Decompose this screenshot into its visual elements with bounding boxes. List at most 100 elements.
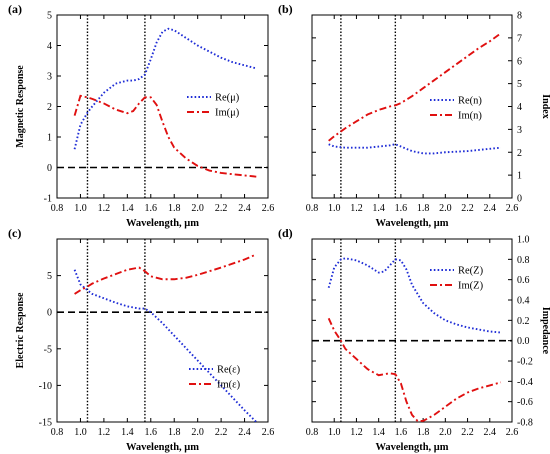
y-tick-label: 4 [47,41,52,52]
legend-label: Re(ε) [217,365,241,376]
plot-area [312,239,512,422]
y-tick-label: -0.6 [517,397,533,408]
x-tick-label: 1.4 [121,203,134,214]
y-axis-label: Electric Response [15,292,26,368]
x-tick-label: 2.6 [506,203,519,214]
x-axis-label: Wavelength, μm [375,442,448,453]
x-tick-label: 2.0 [439,203,452,214]
y-tick-label: 8 [517,11,522,22]
y-axis-label: Impedance [540,307,550,355]
y-tick-label: 5 [47,271,52,282]
series-line [328,143,501,155]
legend-label: Re(Z) [458,266,484,277]
x-tick-label: 2.4 [484,427,497,438]
x-tick-label: 1.6 [395,203,408,214]
y-tick-label: 0.6 [517,275,530,286]
x-axis-label: Wavelength, μm [375,218,448,229]
y-tick-label: 1 [47,133,52,144]
x-tick-label: 1.4 [372,427,385,438]
x-tick-label: 1.8 [168,427,181,438]
x-tick-label: 1.0 [328,203,341,214]
x-tick-label: 1.2 [98,427,111,438]
plot-area [57,239,268,422]
y-axis-label: Magnetic Response [15,65,26,148]
y-tick-label: -5 [44,344,52,355]
x-tick-label: 0.8 [51,427,64,438]
y-tick-label: 2 [517,148,522,159]
y-tick-label: 1 [517,171,522,182]
y-tick-label: 0.2 [517,316,530,327]
panel-3: 0.8 1.0 1.2 1.4 1.6 1.8 2.0 2.2 2.4 2.6-0.8 -0.6 -0… [278,226,550,453]
panel-label: (b) [278,2,293,16]
y-tick-label: 3 [517,125,522,136]
y-tick-label: 0.4 [517,296,530,307]
legend-label: Re(μ) [215,93,240,104]
series-line [73,94,257,178]
x-tick-label: 1.6 [145,427,158,438]
plot-frame [56,238,269,423]
x-tick-label: 2.6 [262,427,275,438]
y-tick-label: 0 [47,163,52,174]
x-tick-label: 2.0 [439,427,452,438]
legend-label: Im(n) [458,111,482,122]
x-tick-label: 2.6 [506,427,519,438]
x-tick-label: 2.6 [262,203,275,214]
y-tick-label: -0.8 [517,418,533,429]
y-tick-label: 0.0 [517,336,530,347]
y-tick-label: -10 [39,381,52,392]
x-tick-label: 1.2 [98,203,111,214]
plot-frame [311,238,513,423]
series-line [73,27,257,150]
x-tick-label: 1.8 [168,203,181,214]
legend-label: Im(μ) [215,108,240,119]
y-tick-label: 0 [517,194,522,205]
y-tick-label: 0.8 [517,255,530,266]
x-tick-label: 2.2 [215,427,228,438]
x-axis-label: Wavelength, μm [126,218,199,229]
panel-1: 0.8 1.0 1.2 1.4 1.6 1.8 2.0 2.2 2.4 2.60 1 2 3 4 5 6 7 8 (… [278,2,550,229]
x-tick-label: 1.6 [395,427,408,438]
y-tick-label: 3 [47,72,52,83]
y-tick-label: -15 [39,418,52,429]
x-tick-label: 0.8 [306,427,319,438]
plot-area [57,15,268,198]
y-tick-label: 7 [517,33,522,44]
y-tick-label: 1.0 [517,235,530,246]
plot-frame [311,14,513,199]
x-tick-label: 1.8 [417,203,430,214]
legend-label: Re(n) [458,96,482,107]
y-tick-label: -1 [44,194,52,205]
panel-label: (a) [8,2,22,16]
series-line [327,317,502,422]
series-line [74,253,257,295]
plot-frame [56,14,269,199]
panel-2: 0.8 1.0 1.2 1.4 1.6 1.8 2.0 2.2 2.4 2.6 -15 -10 -5 0 5… [8,226,274,453]
x-tick-label: 2.0 [191,427,204,438]
x-tick-label: 2.2 [461,427,474,438]
x-tick-label: 2.0 [191,203,204,214]
x-tick-label: 1.2 [350,203,363,214]
y-tick-label: 0 [47,308,52,319]
y-tick-label: -0.4 [517,377,533,388]
legend: Re(n) Im(n) [430,96,482,122]
y-tick-label: 2 [47,102,52,113]
x-tick-label: 1.2 [350,427,363,438]
x-tick-label: 0.8 [51,203,64,214]
y-tick-label: 5 [47,11,52,22]
x-tick-label: 2.4 [238,427,251,438]
x-tick-label: 1.0 [74,203,87,214]
legend-label: Im(Z) [458,281,484,292]
legend-label: Im(ε) [217,380,241,391]
y-axis-label: Index [540,94,550,118]
x-tick-label: 1.6 [145,203,158,214]
legend: Re(μ) Im(μ) [187,93,240,119]
y-tick-label: -0.2 [517,357,533,368]
x-tick-label: 1.4 [372,203,385,214]
plot-area [328,15,502,198]
y-tick-label: 4 [517,102,522,113]
legend: Re(ε) Im(ε) [189,365,241,391]
panel-label: (c) [8,226,21,240]
x-tick-label: 0.8 [306,203,319,214]
x-tick-label: 2.4 [484,203,497,214]
